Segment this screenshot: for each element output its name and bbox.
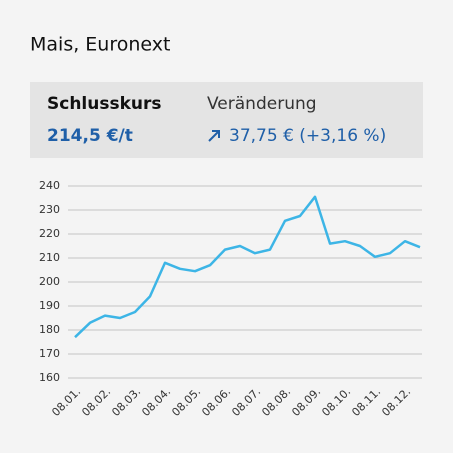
y-tick-label: 190 bbox=[39, 299, 60, 312]
close-label: Schlusskurs bbox=[47, 94, 162, 114]
summary-box bbox=[30, 82, 423, 158]
close-value: 214,5 €/t bbox=[47, 126, 133, 146]
chart-title: Mais, Euronext bbox=[30, 34, 170, 56]
price-line bbox=[74, 195, 421, 339]
change-label: Veränderung bbox=[207, 94, 317, 114]
y-tick-label: 200 bbox=[39, 275, 60, 288]
y-tick-label: 170 bbox=[39, 347, 60, 360]
y-tick-label: 180 bbox=[39, 323, 60, 336]
up-arrow-icon bbox=[208, 130, 220, 142]
y-tick-label: 230 bbox=[39, 203, 60, 216]
y-tick-label: 160 bbox=[39, 371, 60, 384]
y-tick-label: 240 bbox=[39, 179, 60, 192]
change-value: 37,75 € (+3,16 %) bbox=[229, 126, 386, 146]
y-tick-label: 220 bbox=[39, 227, 60, 240]
y-tick-label: 210 bbox=[39, 251, 60, 264]
